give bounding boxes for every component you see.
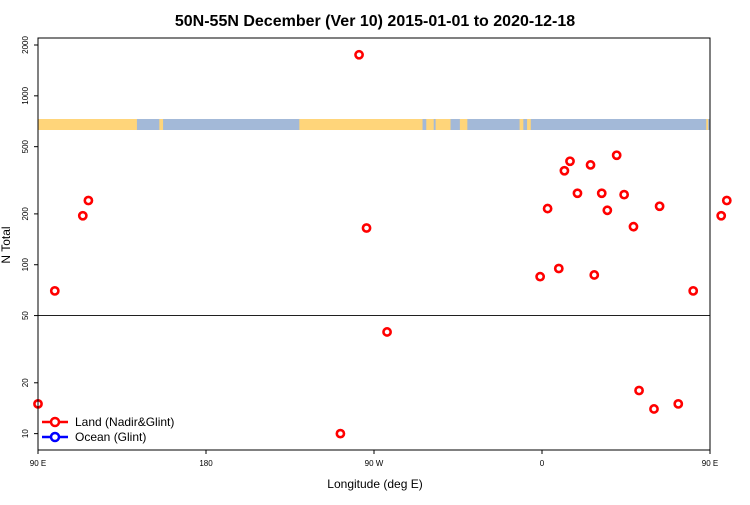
land-segment (426, 119, 434, 130)
y-tick-label: 1000 (21, 86, 30, 104)
data-point (602, 205, 613, 216)
y-tick-label: 50 (21, 311, 30, 320)
land-segment (159, 119, 164, 130)
data-point (572, 188, 583, 199)
x-tick-label: 180 (199, 459, 213, 468)
data-point (589, 270, 600, 280)
data-point (535, 271, 546, 282)
land-segment (435, 119, 451, 130)
data-point (361, 223, 372, 233)
data-point (49, 285, 60, 296)
data-point (716, 210, 727, 221)
data-point (77, 210, 88, 221)
legend-label-land: Land (Nadir&Glint) (75, 415, 174, 429)
land-segment (706, 119, 709, 130)
data-point (83, 195, 94, 206)
land-segment (459, 119, 468, 130)
legend: Land (Nadir&Glint) Ocean (Glint) (42, 415, 174, 444)
legend-item-land: Land (Nadir&Glint) (42, 415, 174, 429)
x-tick-label: 0 (540, 459, 545, 468)
legend-marker-ocean (49, 431, 61, 443)
data-point (382, 327, 392, 337)
y-tick-label: 10 (21, 429, 30, 438)
legend-item-ocean: Ocean (Glint) (42, 430, 146, 444)
land-ocean-band (38, 119, 710, 130)
legend-label-ocean: Ocean (Glint) (75, 430, 146, 444)
data-point (596, 188, 607, 199)
plot-border (37, 37, 711, 451)
legend-marker-land (49, 416, 61, 428)
land-segment (527, 119, 531, 130)
land-segment (519, 119, 524, 130)
x-axis-label: Longitude (deg E) (327, 477, 422, 491)
data-point (565, 156, 575, 167)
data-point (335, 428, 346, 439)
x-tick-label: 90 W (365, 459, 384, 468)
y-tick-label: 100 (21, 258, 30, 272)
data-point (688, 285, 699, 296)
data-point (559, 165, 570, 176)
y-tick-label: 20 (21, 378, 30, 387)
data-point (542, 203, 553, 214)
data-point (611, 150, 622, 161)
data-point (649, 404, 659, 414)
data-point (553, 263, 564, 274)
y-axis: 10 20 50 100 200 500 1000 2000 (21, 36, 38, 438)
data-points (33, 49, 732, 439)
y-tick-label: 2000 (21, 36, 30, 54)
data-point (721, 195, 732, 206)
data-point (628, 221, 639, 232)
y-tick-label: 200 (21, 207, 30, 221)
data-point (673, 398, 684, 409)
data-point (634, 385, 644, 396)
land-segment (38, 119, 137, 130)
x-tick-label: 90 E (702, 459, 718, 468)
chart-title: 50N-55N December (Ver 10) 2015-01-01 to … (175, 13, 575, 30)
x-tick-label: 90 E (30, 459, 46, 468)
y-tick-label: 500 (21, 139, 30, 153)
y-axis-label: N Total (0, 226, 13, 263)
data-point (585, 160, 596, 170)
land-segment (299, 119, 423, 130)
data-point (619, 189, 630, 200)
x-axis: 90 E 180 90 W 0 90 E (30, 450, 718, 468)
plot-area: 90 E 180 90 W 0 90 E 10 20 50 100 200 500 1000 2000 (21, 36, 732, 468)
data-point (654, 201, 665, 212)
data-point (354, 49, 364, 60)
